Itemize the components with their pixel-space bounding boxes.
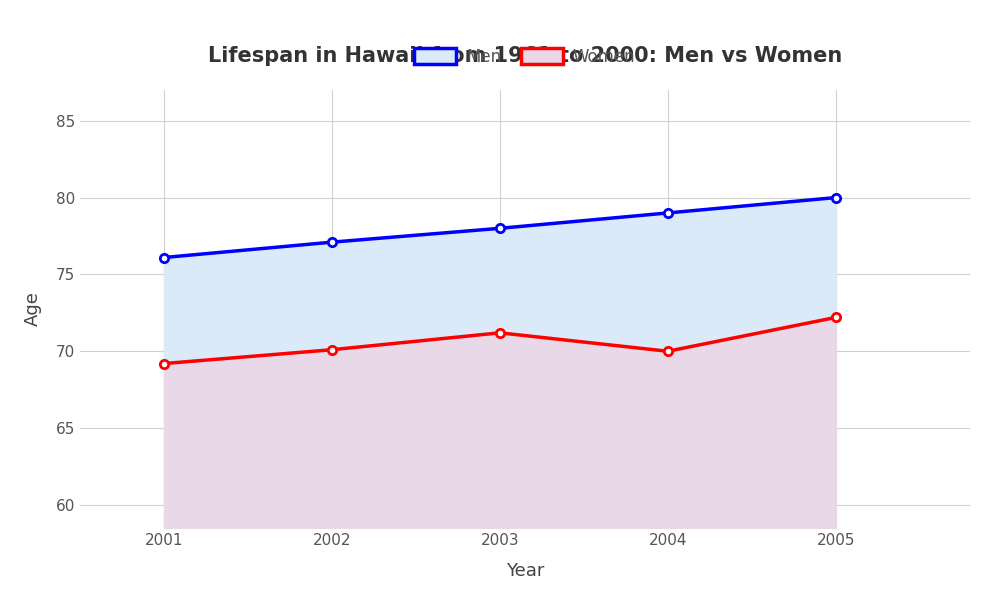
- Legend: Men, Women: Men, Women: [408, 41, 642, 73]
- Title: Lifespan in Hawaii from 1961 to 2000: Men vs Women: Lifespan in Hawaii from 1961 to 2000: Me…: [208, 46, 842, 66]
- Y-axis label: Age: Age: [24, 292, 42, 326]
- X-axis label: Year: Year: [506, 562, 544, 580]
